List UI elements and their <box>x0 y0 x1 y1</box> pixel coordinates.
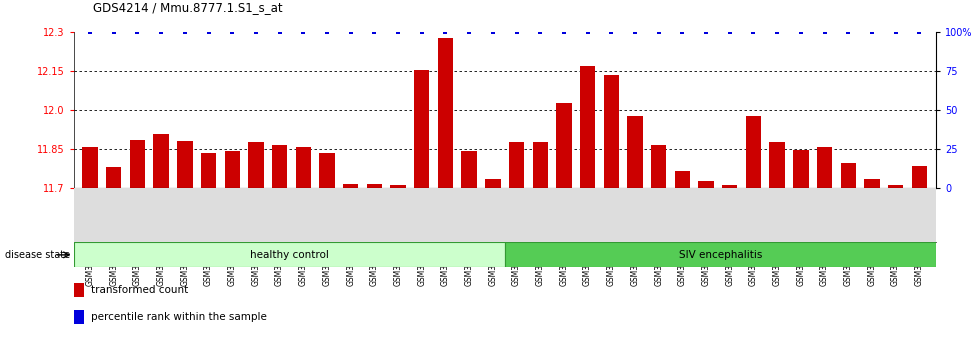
Text: healthy control: healthy control <box>250 250 328 260</box>
Bar <box>557 103 571 188</box>
Bar <box>888 185 904 188</box>
Bar <box>864 178 880 188</box>
Bar <box>224 151 240 188</box>
Bar <box>722 185 738 188</box>
Bar <box>485 178 501 188</box>
Bar <box>74 310 83 324</box>
Bar <box>129 139 145 188</box>
Bar <box>911 166 927 188</box>
Text: GDS4214 / Mmu.8777.1.S1_s_at: GDS4214 / Mmu.8777.1.S1_s_at <box>93 1 282 14</box>
Bar <box>343 184 359 188</box>
Bar <box>841 163 856 188</box>
Bar <box>604 75 619 188</box>
Bar <box>769 142 785 188</box>
Bar <box>627 116 643 188</box>
Text: disease state: disease state <box>5 250 70 260</box>
Text: percentile rank within the sample: percentile rank within the sample <box>91 312 267 322</box>
Bar <box>390 185 406 188</box>
Bar <box>296 147 311 188</box>
Bar <box>532 142 548 188</box>
Bar <box>505 242 936 267</box>
Bar <box>106 167 122 188</box>
Bar <box>319 153 335 188</box>
Bar <box>699 181 713 188</box>
Bar <box>746 116 761 188</box>
Bar <box>817 147 832 188</box>
Bar <box>82 147 98 188</box>
Bar <box>793 150 808 188</box>
Bar <box>201 153 217 188</box>
Bar <box>74 242 505 267</box>
Bar <box>248 142 264 188</box>
Bar <box>177 141 192 188</box>
Bar <box>438 38 453 188</box>
Bar <box>154 135 169 188</box>
Bar <box>651 145 666 188</box>
Bar <box>674 171 690 188</box>
Bar <box>271 145 287 188</box>
Text: transformed count: transformed count <box>91 285 188 295</box>
Bar <box>415 69 429 188</box>
Bar <box>367 184 382 188</box>
Bar <box>74 283 83 297</box>
Text: SIV encephalitis: SIV encephalitis <box>678 250 762 260</box>
Bar <box>580 65 595 188</box>
Bar <box>462 151 477 188</box>
Bar <box>509 142 524 188</box>
